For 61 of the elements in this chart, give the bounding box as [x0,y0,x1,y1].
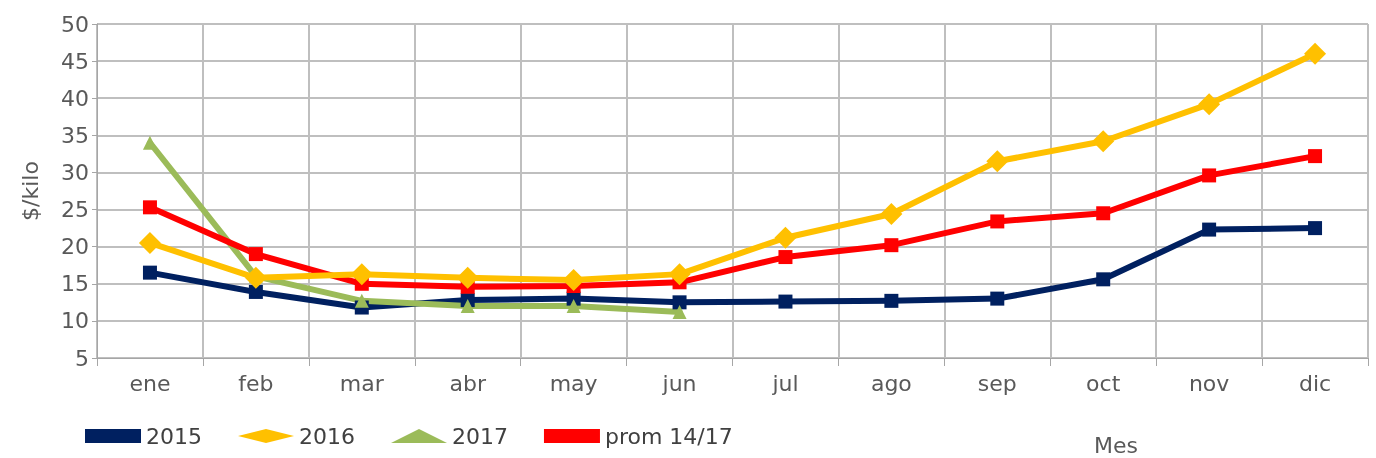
point [248,247,263,262]
point [1304,42,1327,65]
y-tick-label: 25 [61,197,89,223]
point [1308,221,1323,236]
point [1308,149,1323,164]
point [778,294,793,309]
point [142,265,157,280]
x-tick-label: jul [771,370,799,396]
point [248,284,263,299]
y-tick-label: 35 [61,122,89,148]
x-axis-title: Mes [1094,432,1139,458]
point [672,304,687,319]
x-tick-label: jun [661,370,697,396]
x-tick-label: dic [1298,370,1332,396]
y-tick-label: 45 [61,48,89,74]
x-tick-label: ago [870,370,912,396]
point [990,214,1005,229]
point [672,295,687,310]
point [1202,222,1217,237]
x-tick-label: nov [1188,370,1230,396]
point [354,293,369,308]
point [778,250,793,265]
point [884,293,899,308]
y-tick-label: 50 [61,11,89,37]
y-tick-label: 15 [61,271,89,297]
point [668,263,691,286]
x-tick-label: oct [1086,370,1121,396]
point [1202,168,1217,183]
point [1198,93,1221,116]
x-tick-label: mar [339,370,385,396]
point [350,263,373,286]
y-tick-label: 5 [75,345,89,371]
point [880,203,903,226]
point [566,299,581,314]
x-tick-label: abr [449,370,487,396]
point [884,238,899,253]
x-tick-label: ene [129,370,171,396]
point [456,266,479,289]
y-tick-label: 30 [61,159,89,185]
y-tick-label: 20 [61,234,89,260]
point [1092,130,1115,153]
point [142,200,157,215]
point [244,266,267,289]
x-tick-label: sep [977,370,1017,396]
x-tick-label: may [549,370,598,396]
y-tick-label: 10 [61,308,89,334]
x-tick-label: feb [238,370,274,396]
point [1096,272,1111,287]
legend-label: 2017 [451,423,508,449]
point [138,231,161,254]
point [986,150,1009,173]
point [990,291,1005,306]
point [774,226,797,249]
y-axis-title: $/kilo [17,161,43,221]
legend-label: 2015 [146,423,202,449]
point [460,299,475,314]
y-tick-label: 40 [61,85,89,111]
point [1096,206,1111,221]
point [562,269,585,292]
legend-label: prom 14/17 [604,423,733,449]
legend-label: 2016 [298,423,355,449]
